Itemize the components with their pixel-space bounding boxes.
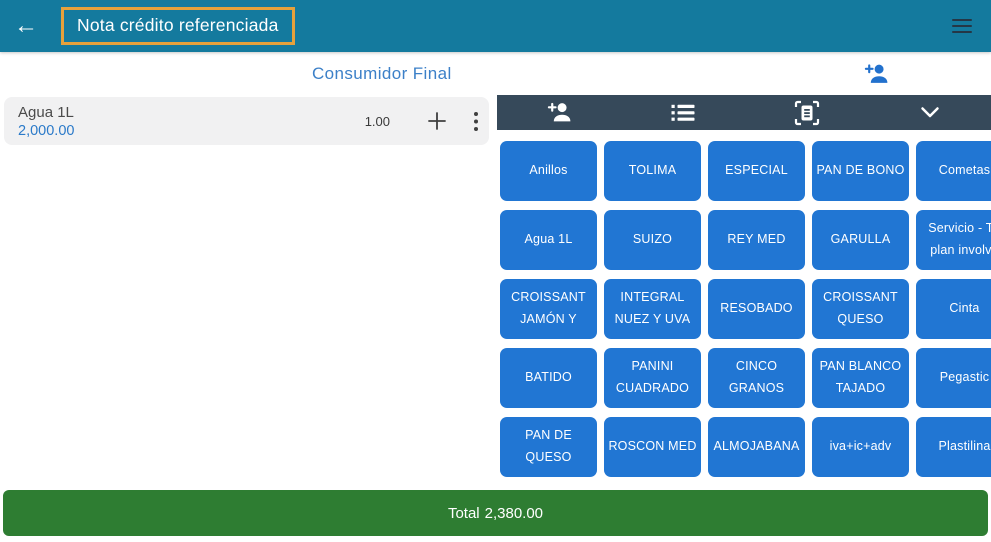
hamburger-menu-icon[interactable] (950, 15, 974, 38)
product-button[interactable]: INTEGRAL NUEZ Y UVA (604, 279, 701, 339)
cart-item-price: 2,000.00 (18, 122, 75, 139)
product-button[interactable]: PANINI CUADRADO (604, 348, 701, 408)
product-button[interactable]: GARULLA (812, 210, 909, 270)
back-button[interactable]: ← (0, 0, 52, 52)
page-title: Nota crédito referenciada (61, 7, 295, 45)
add-customer-icon[interactable] (863, 62, 890, 85)
product-button[interactable]: Pegastic (916, 348, 991, 408)
increase-quantity-button[interactable] (427, 111, 447, 131)
product-button[interactable]: TOLIMA (604, 141, 701, 201)
catalog-panel: Anillos TOLIMA ESPECIAL PAN DE BONO Come… (497, 95, 991, 485)
cart-item-quantity[interactable]: 1.00 (364, 113, 390, 129)
cart-panel: Agua 1L 2,000.00 1.00 (0, 95, 497, 145)
product-button[interactable]: BATIDO (500, 348, 597, 408)
product-button[interactable]: Plastilina (916, 417, 991, 477)
product-button[interactable]: CROISSANT JAMÓN Y (500, 279, 597, 339)
product-button[interactable]: RESOBADO (708, 279, 805, 339)
main-content: Agua 1L 2,000.00 1.00 (0, 95, 991, 485)
customer-bar: Consumidor Final (0, 52, 991, 95)
product-button[interactable]: iva+ic+adv (812, 417, 909, 477)
product-grid: Anillos TOLIMA ESPECIAL PAN DE BONO Come… (500, 141, 991, 477)
item-options-kebab-icon[interactable] (473, 111, 479, 132)
customer-name[interactable]: Consumidor Final (312, 63, 452, 83)
scan-document-icon[interactable] (788, 98, 826, 128)
product-button[interactable]: Anillos (500, 141, 597, 201)
add-customer-icon[interactable] (540, 99, 579, 126)
total-amount: 2,380.00 (484, 504, 544, 522)
arrow-left-icon: ← (14, 12, 38, 39)
product-button[interactable]: PAN DE BONO (812, 141, 909, 201)
app-bar: ← Nota crédito referenciada (0, 0, 991, 52)
cart-item-name: Agua 1L (18, 103, 74, 121)
product-button[interactable]: CINCO GRANOS (708, 348, 805, 408)
list-view-icon[interactable] (665, 102, 701, 124)
chevron-down-icon[interactable] (912, 104, 948, 122)
catalog-toolbar (497, 95, 991, 130)
page-title-text: Nota crédito referenciada (77, 15, 279, 35)
product-button[interactable]: Cometas (916, 141, 991, 201)
product-button[interactable]: REY MED (708, 210, 805, 270)
product-button[interactable]: SUIZO (604, 210, 701, 270)
total-button[interactable]: Total 2,380.00 (3, 490, 988, 536)
product-button[interactable]: ROSCON MED (604, 417, 701, 477)
product-button[interactable]: ALMOJABANA (708, 417, 805, 477)
product-button[interactable]: PAN DE QUESO (500, 417, 597, 477)
product-button[interactable]: Agua 1L (500, 210, 597, 270)
product-button[interactable]: PAN BLANCO TAJADO (812, 348, 909, 408)
product-button[interactable]: CROISSANT QUESO (812, 279, 909, 339)
cart-item-row[interactable]: Agua 1L 2,000.00 1.00 (4, 97, 489, 145)
cart-item-info: Agua 1L 2,000.00 (18, 104, 74, 139)
total-label: Total (447, 504, 480, 522)
product-button[interactable]: ESPECIAL (708, 141, 805, 201)
product-button[interactable]: Cinta (916, 279, 991, 339)
product-button[interactable]: Servicio - Th plan involve (916, 210, 991, 270)
